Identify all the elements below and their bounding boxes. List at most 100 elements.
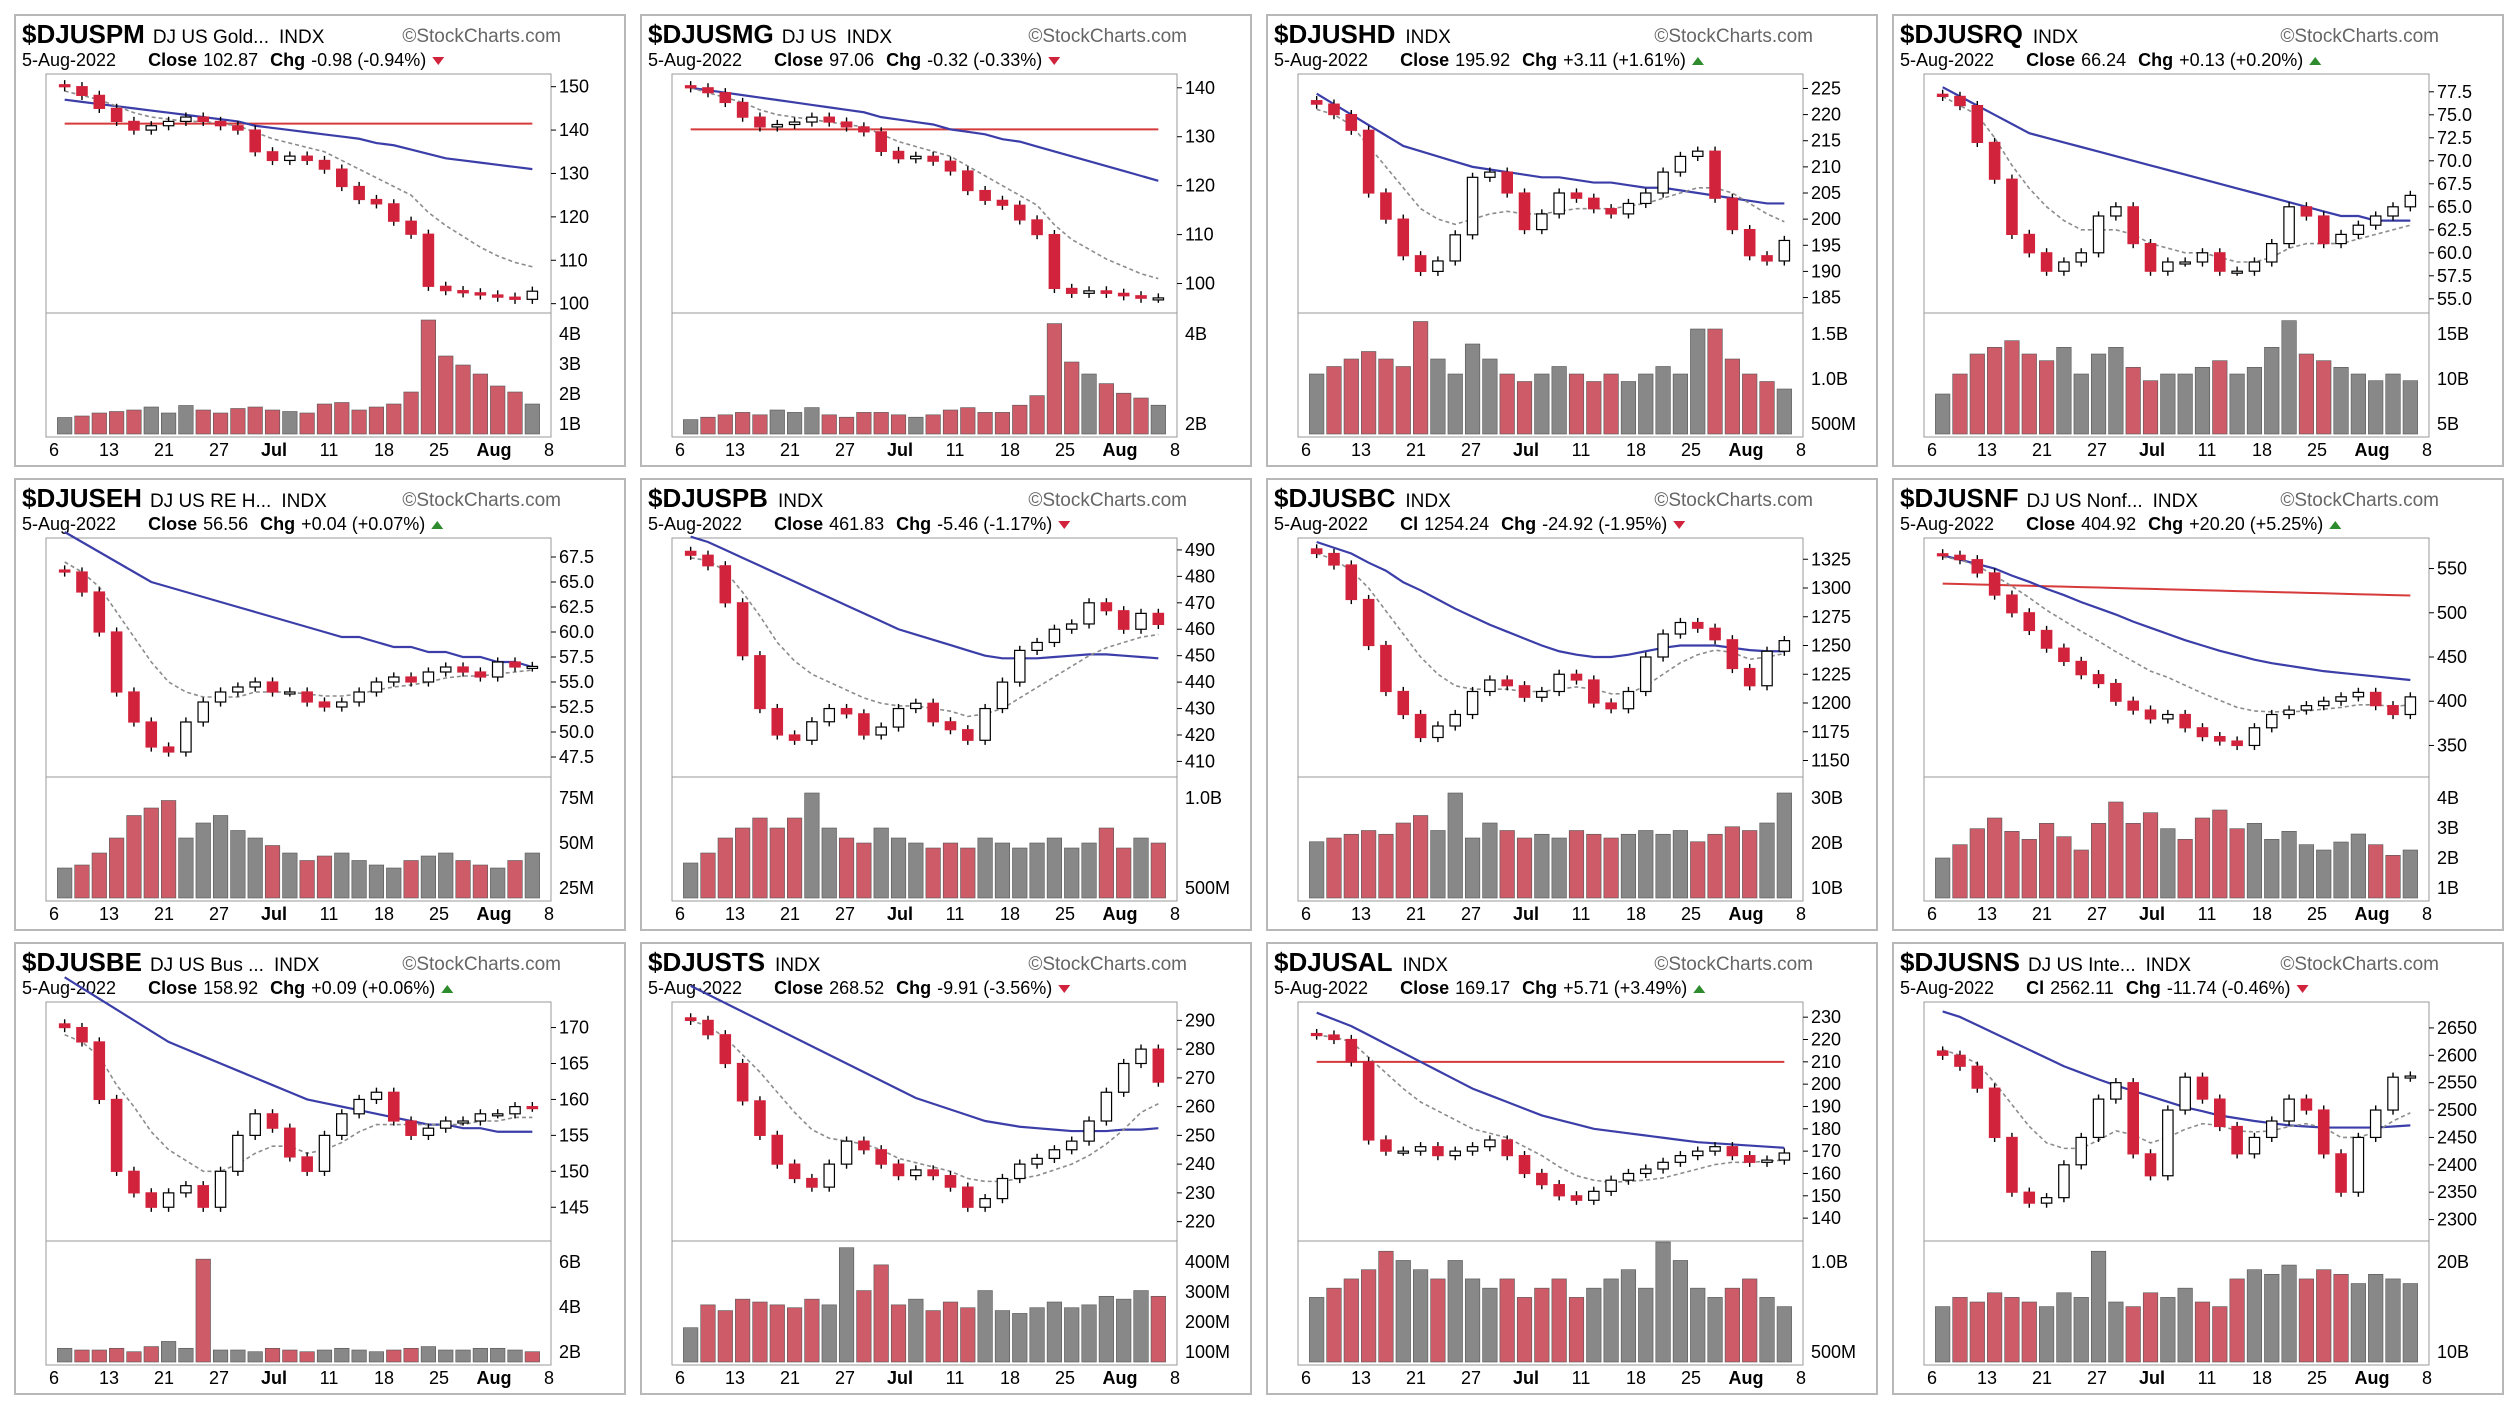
volume-bar (804, 407, 820, 435)
candle-body (387, 1091, 400, 1122)
price-tick-label: 230 (1811, 1007, 1841, 1027)
chart-panel[interactable]: $DJUSPM DJ US Gold... INDX ©StockCharts.com… (14, 14, 626, 467)
volume-bar (804, 792, 820, 899)
volume-tick-label: 300M (1185, 1282, 1230, 1302)
x-axis-label: 13 (1351, 1368, 1371, 1388)
volume-bar (1413, 815, 1429, 899)
chart-panel[interactable]: $DJUSAL INDX ©StockCharts.com 5-Aug-2022 Clo… (1266, 942, 1878, 1395)
candle-body (336, 701, 348, 708)
volume-bar (212, 1349, 229, 1363)
chart-panel[interactable]: $DJUSEH DJ US RE H... INDX ©StockCharts.com… (14, 478, 626, 931)
x-axis-label: Aug (2355, 1368, 2390, 1388)
chart-date: 5-Aug-2022 (1900, 514, 1994, 534)
volume-bar (890, 414, 907, 435)
close-label: Close (2026, 50, 2075, 70)
volume-bar (1776, 792, 1792, 899)
candle-body (2040, 1197, 2053, 1204)
close-value: 158.92 (203, 978, 258, 998)
volume-bar (351, 409, 367, 435)
candle-body (2265, 1120, 2278, 1139)
close-value: 56.56 (203, 514, 248, 534)
x-axis-label: 18 (2252, 904, 2272, 924)
chg-label: Chg (2138, 50, 2173, 70)
watermark: ©StockCharts.com (402, 490, 561, 511)
volume-bar (1603, 373, 1619, 435)
volume-bar (787, 412, 803, 435)
candle-body (1117, 610, 1130, 630)
x-axis-label: 13 (725, 1368, 745, 1388)
candle-body (145, 125, 158, 131)
x-axis-label: 18 (374, 904, 394, 924)
candle-body (336, 168, 348, 188)
chart-panel[interactable]: $DJUSNF DJ US Nonf... INDX ©StockCharts.com… (1892, 478, 2504, 931)
x-axis-label: Aug (1729, 1368, 1764, 1388)
volume-bar (91, 412, 107, 435)
price-tick-label: 210 (1811, 157, 1841, 177)
x-axis-label: 21 (2032, 904, 2052, 924)
volume-bar (2160, 828, 2176, 899)
price-tick-label: 1300 (1811, 578, 1851, 598)
price-tick-label: 225 (1811, 78, 1841, 98)
x-axis-label: Aug (477, 440, 512, 460)
price-tick-label: 130 (1185, 127, 1215, 147)
price-tick-label: 150 (1811, 1186, 1841, 1206)
x-axis-label: 8 (1170, 904, 1180, 924)
exchange-label: INDX (1405, 491, 1451, 512)
chart-panel[interactable]: $DJUSNS DJ US Inte... INDX ©StockCharts.com… (1892, 942, 2504, 1395)
chart-panel[interactable]: $DJUSTS INDX ©StockCharts.com 5-Aug-2022 Clo… (640, 942, 1252, 1395)
candle-body (702, 1019, 714, 1036)
candle-body (249, 129, 261, 153)
candle-body (353, 1098, 365, 1115)
candle-body (1065, 1140, 1078, 1151)
candle-body (1988, 141, 2001, 180)
chart-panel[interactable]: $DJUSPB INDX ©StockCharts.com 5-Aug-2022 Clo… (640, 478, 1252, 931)
chart-panel[interactable]: $DJUSMG DJ US INDX ©StockCharts.com 5-Aug-20… (640, 14, 1252, 467)
volume-bar (717, 837, 733, 899)
volume-bar (1655, 1241, 1671, 1363)
candle-body (910, 155, 922, 160)
chart-panel[interactable]: $DJUSBE DJ US Bus ... INDX ©StockCharts.com… (14, 942, 626, 1395)
chart-symbol: $DJUSHD (1274, 19, 1395, 49)
price-tick-label: 2650 (2437, 1018, 2477, 1038)
chart-svg: $DJUSAL INDX ©StockCharts.com 5-Aug-2022 Clo… (1274, 947, 1856, 1388)
close-label: Close (774, 514, 823, 534)
chart-panel[interactable]: $DJUSRQ INDX ©StockCharts.com 5-Aug-2022 Clo… (1892, 14, 2504, 467)
price-tick-label: 120 (559, 207, 589, 227)
volume-tick-label: 2B (1185, 414, 1207, 434)
x-axis-label: 8 (1796, 1368, 1806, 1388)
volume-bar (2350, 1283, 2366, 1363)
candle-body (979, 707, 991, 741)
volume-bar (1655, 833, 1671, 899)
volume-bar (368, 864, 385, 899)
volume-bar (2142, 380, 2159, 435)
volume-bar (1935, 393, 1951, 435)
volume-bar (1081, 842, 1097, 899)
watermark: ©StockCharts.com (402, 954, 561, 975)
candle-body (301, 1156, 313, 1172)
chart-panel[interactable]: $DJUSBC INDX ©StockCharts.com 5-Aug-2022 Cl 1… (1266, 478, 1878, 931)
price-tick-label: 490 (1185, 540, 1215, 560)
chart-panel[interactable]: $DJUSHD INDX ©StockCharts.com 5-Aug-2022 Clo… (1266, 14, 1878, 467)
volume-bar (1707, 1297, 1723, 1363)
volume-bar (1568, 373, 1585, 435)
candle-body (162, 1192, 175, 1208)
candle-body (2317, 700, 2330, 707)
volume-bar (1551, 837, 1567, 899)
price-tick-label: 60.0 (2437, 243, 2472, 263)
price-tick-label: 430 (1185, 699, 1215, 719)
volume-bar (1499, 830, 1515, 899)
watermark: ©StockCharts.com (2280, 26, 2439, 47)
x-axis-label: 6 (1301, 1368, 1311, 1388)
down-arrow-icon (2296, 985, 2309, 993)
candle-body (1674, 1155, 1687, 1163)
price-tick-label: 170 (1811, 1141, 1841, 1161)
volume-bar (1098, 827, 1114, 899)
volume-bar (2402, 1283, 2418, 1363)
sma50-line (1942, 86, 2411, 222)
volume-bar (438, 1349, 454, 1363)
price-pane-frame (671, 537, 1178, 778)
volume-bar (2298, 844, 2314, 899)
volume-bar (1012, 404, 1028, 435)
candle-body (840, 121, 853, 128)
volume-bar (735, 827, 751, 899)
